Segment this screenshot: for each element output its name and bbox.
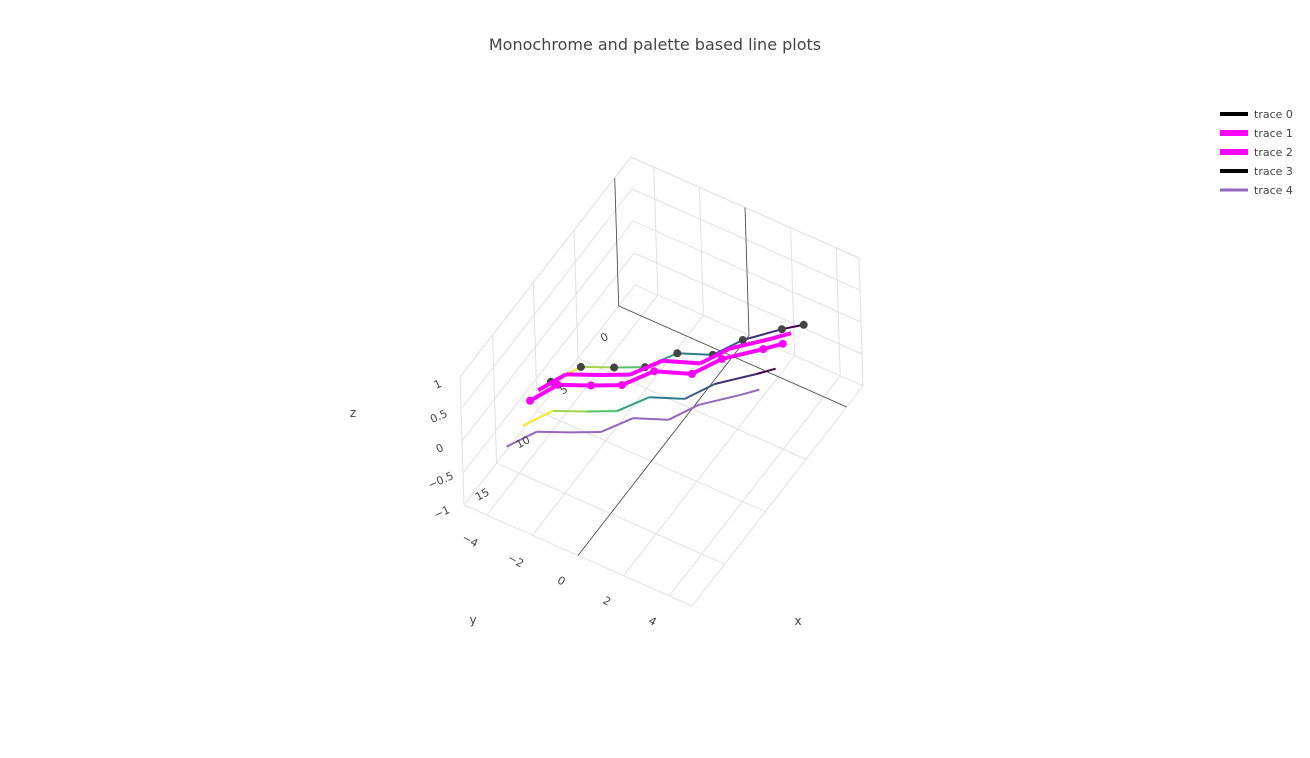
series-point[interactable] [738, 336, 747, 345]
legend-item[interactable]: trace 3 [1220, 165, 1293, 178]
series-line-segment [536, 430, 570, 434]
zeroline-x [577, 335, 750, 556]
legend-label: trace 0 [1254, 108, 1293, 121]
series-line-segment [621, 369, 655, 387]
z-tick-label: 0 [434, 441, 446, 456]
x-axis-label: x [794, 614, 801, 628]
y-axis-label: y [469, 613, 476, 627]
series-line-segment [770, 331, 792, 341]
x-tick-label: −2 [505, 551, 525, 570]
wall-edge [459, 156, 632, 378]
series-line-segment [668, 404, 699, 421]
series-point[interactable] [617, 381, 626, 390]
y-tick-label: 0 [598, 330, 610, 345]
series-line-segment [629, 358, 664, 377]
series-line-segment [698, 394, 741, 406]
wall-edge [459, 376, 465, 506]
series-line-segment [662, 358, 701, 366]
series-line-segment [742, 328, 783, 342]
series-line-segment [632, 417, 669, 421]
series-line-segment [616, 396, 650, 413]
series-line-segment [691, 357, 723, 376]
series-line-segment [565, 372, 600, 377]
series-1[interactable] [537, 331, 792, 392]
series-point[interactable] [778, 339, 787, 348]
series-point[interactable] [717, 354, 726, 363]
legend-label: trace 3 [1254, 165, 1293, 178]
series-point[interactable] [526, 396, 535, 405]
series-line-segment [537, 372, 567, 392]
series-point[interactable] [576, 362, 585, 371]
series-line-segment [529, 383, 559, 403]
legend[interactable]: trace 0 trace 1 trace 2 trace 3 trace 4 [1220, 108, 1293, 197]
series-line-segment [699, 346, 731, 366]
series-point[interactable] [799, 320, 808, 329]
series-point[interactable] [673, 349, 682, 358]
traces [506, 320, 808, 448]
series-line-segment [714, 373, 757, 385]
series-point[interactable] [553, 380, 562, 389]
wall-gridline-z [461, 220, 634, 442]
series-point[interactable] [610, 363, 619, 372]
floor-gridline-x [668, 375, 841, 597]
series-point[interactable] [687, 369, 696, 378]
series-line-segment [506, 430, 538, 448]
chart-title: Monochrome and palette based line plots [489, 35, 821, 54]
floor-gridline-x [623, 355, 795, 577]
series-point[interactable] [759, 345, 768, 354]
series-2[interactable] [526, 339, 787, 405]
series-line-segment [677, 352, 713, 356]
series-line-segment [721, 347, 764, 361]
z-tick-label: 0.5 [428, 407, 449, 426]
series-line-segment [729, 336, 772, 351]
series-4[interactable] [506, 388, 760, 448]
legend-item[interactable]: trace 0 [1220, 108, 1293, 121]
z-tick-label: −1 [432, 503, 452, 521]
series-3[interactable] [522, 367, 776, 427]
series-line-segment [654, 369, 693, 376]
legend-label: trace 4 [1254, 184, 1293, 197]
legend-item[interactable]: trace 1 [1220, 127, 1293, 140]
z-tick-label: −0.5 [426, 469, 456, 492]
series-point[interactable] [777, 325, 786, 334]
x-tick-label: −4 [460, 531, 480, 550]
wall-edge [691, 385, 864, 607]
series-line-segment [739, 388, 760, 397]
z-tick-label: 1 [432, 377, 444, 392]
legend-label: trace 1 [1254, 127, 1293, 140]
series-line-segment [755, 367, 776, 376]
series-line-segment [649, 396, 685, 400]
wall-edge [858, 257, 864, 387]
zeroline-z-back [744, 207, 750, 336]
series-line-segment [600, 417, 634, 433]
series-point[interactable] [586, 381, 595, 390]
series-line-segment [580, 365, 615, 369]
zeroline-z-side [614, 177, 620, 306]
series-line-segment [552, 409, 587, 413]
y-tick-label: 15 [473, 486, 491, 504]
x-tick-label: 2 [601, 594, 613, 609]
legend-item[interactable]: trace 2 [1220, 146, 1293, 159]
wall-gridline-z [462, 252, 635, 474]
series-line-segment [522, 409, 554, 427]
legend-label: trace 2 [1254, 146, 1293, 159]
x-tick-label: 0 [555, 574, 567, 589]
y-tick-label: 10 [514, 433, 532, 451]
wall-gridline-z [460, 188, 633, 410]
series-line-segment [684, 383, 716, 400]
floor-gridline-x [486, 294, 659, 516]
grid [459, 156, 864, 607]
series-point[interactable] [650, 367, 659, 376]
x-tick-label: 4 [646, 614, 658, 629]
legend-item[interactable]: trace 4 [1220, 184, 1293, 197]
series-line-segment [557, 382, 592, 388]
wall-gridline-z [463, 284, 636, 506]
z-axis-label: z [350, 406, 356, 420]
